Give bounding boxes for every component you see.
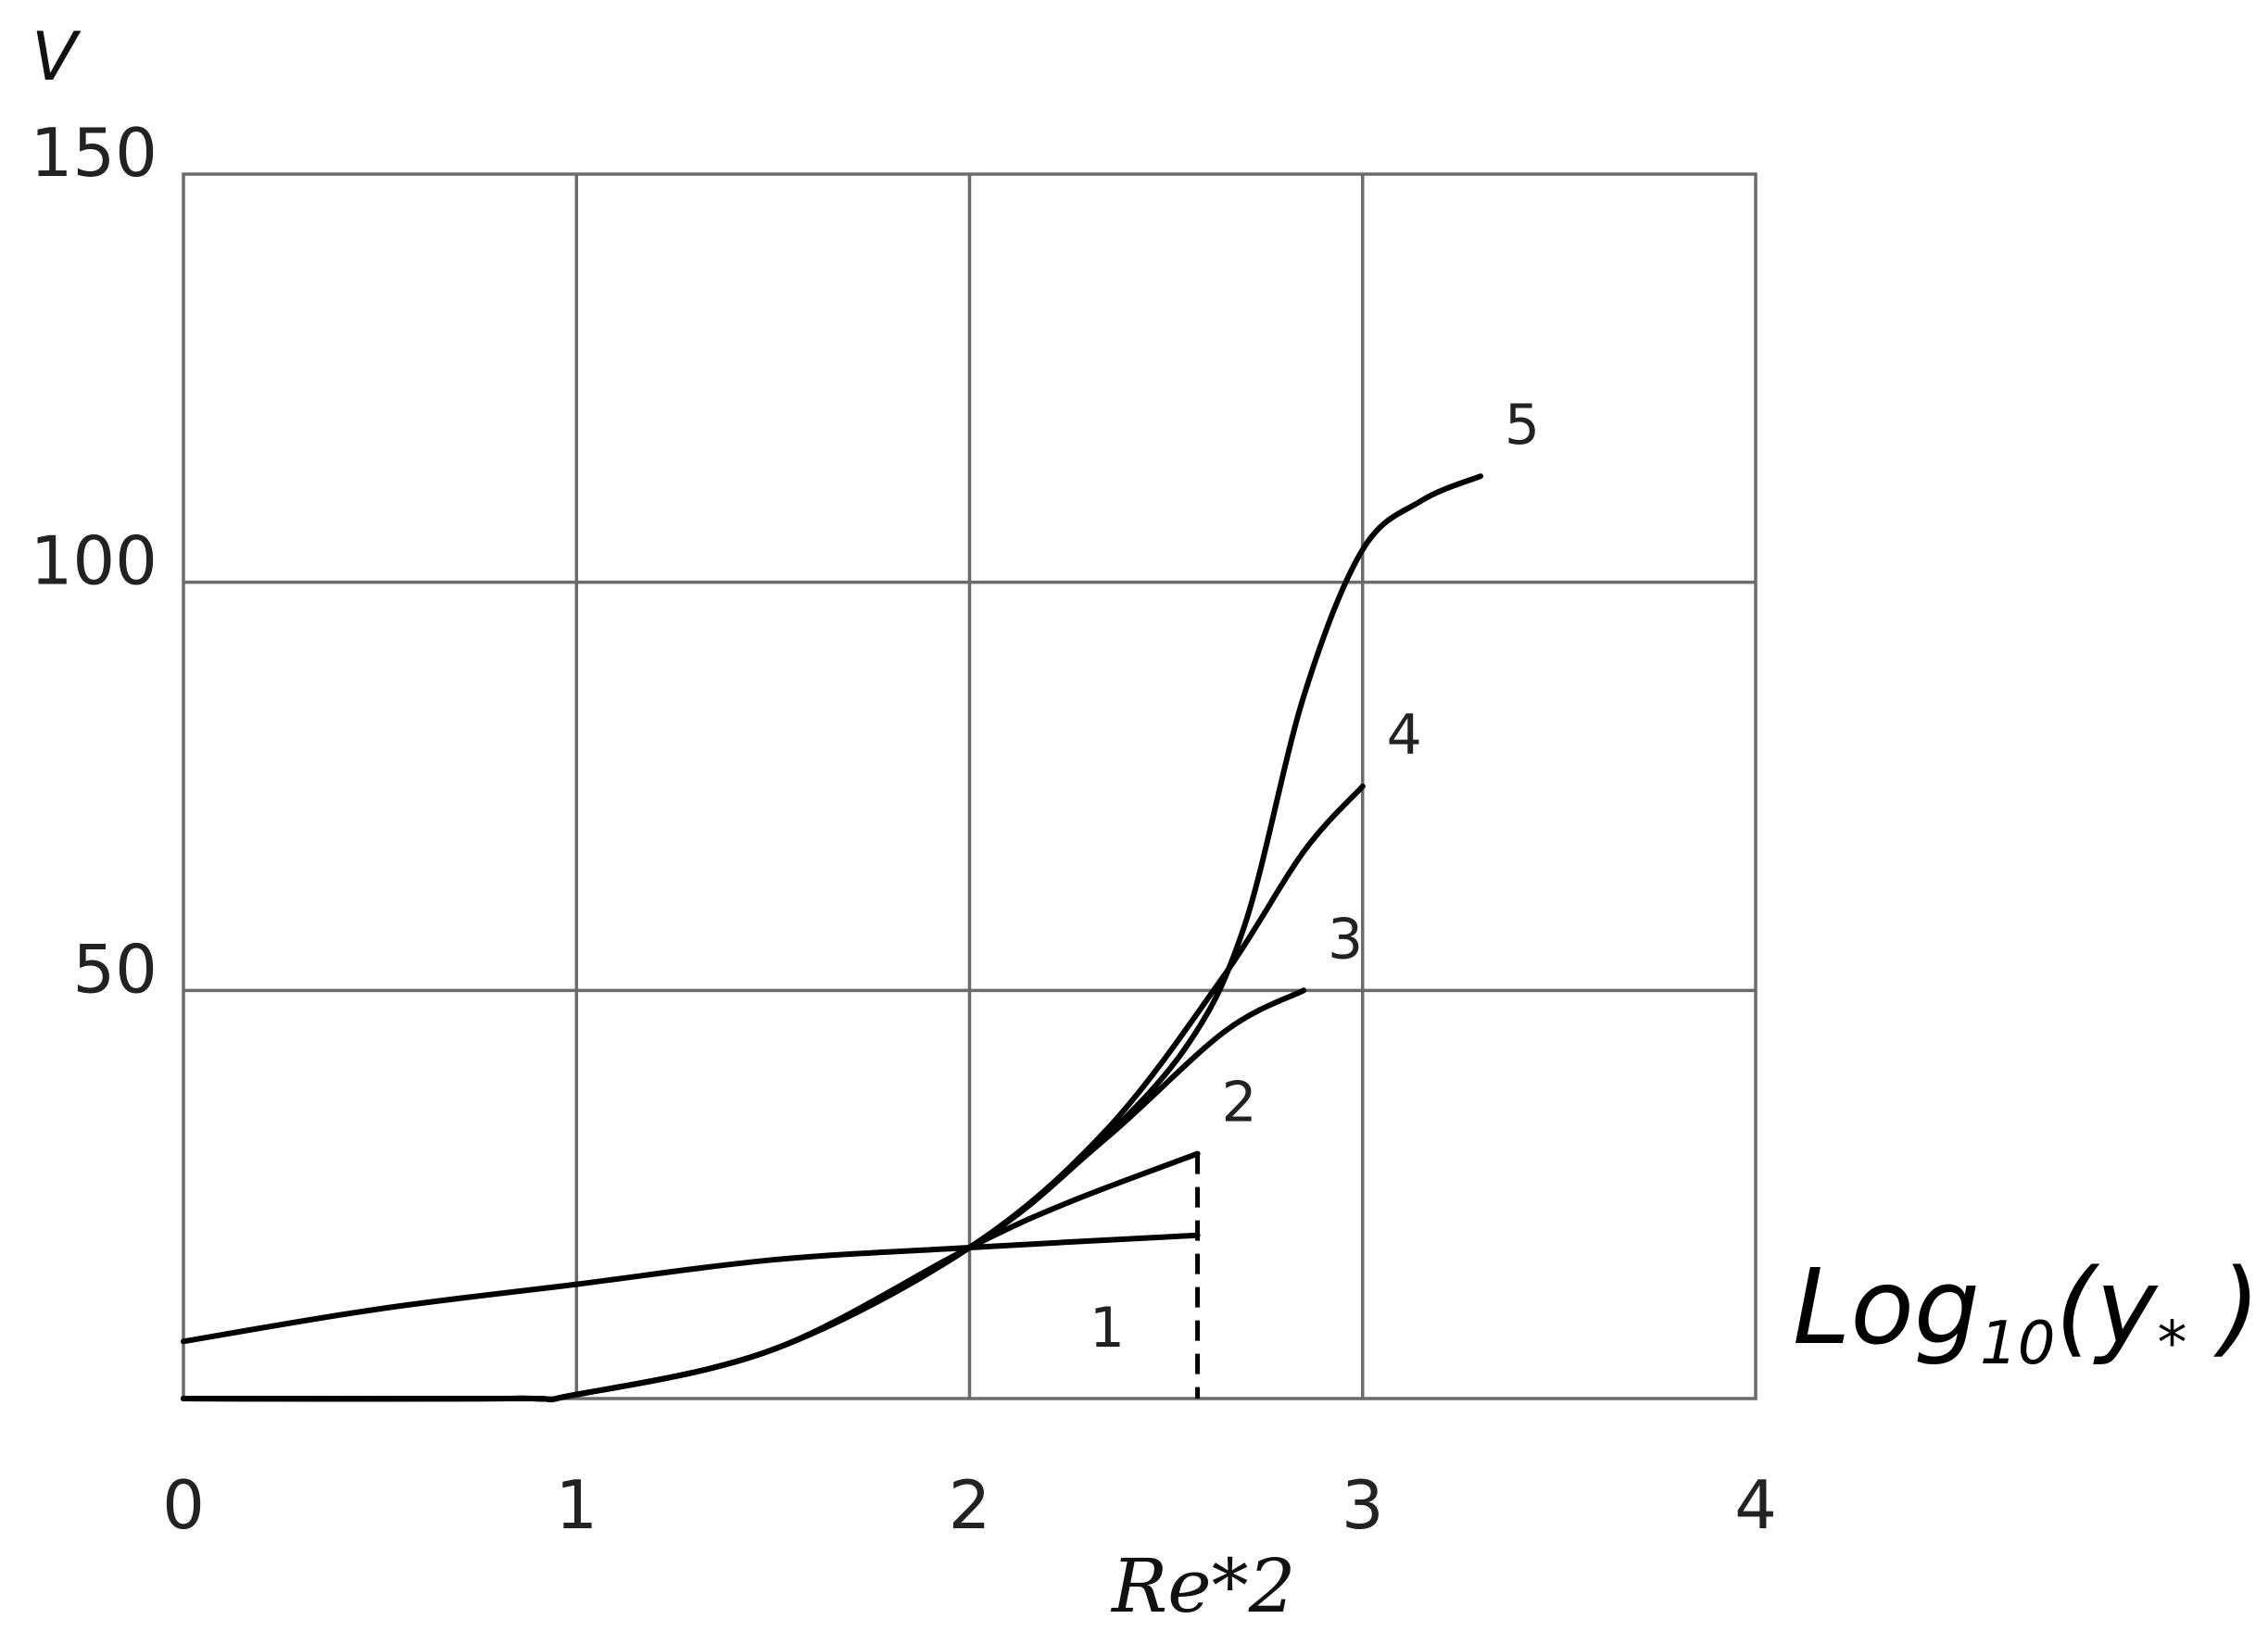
x-axis-label-close: ) bbox=[2186, 1248, 2260, 1368]
y-tick-label: 100 bbox=[31, 522, 158, 600]
series-label-3: 3 bbox=[1328, 907, 1363, 972]
series-label-2: 2 bbox=[1221, 1071, 1256, 1136]
y-axis-label: V bbox=[32, 18, 82, 95]
tick-labels: 0 1 2 3 4 50 100 150 bbox=[31, 114, 1777, 1544]
x-tick-label: 1 bbox=[555, 1466, 598, 1544]
series-label-1: 1 bbox=[1090, 1296, 1125, 1361]
x-axis-label-open: (y bbox=[2055, 1248, 2159, 1368]
y-tick-label: 50 bbox=[72, 930, 158, 1008]
series-line-5 bbox=[181, 473, 1483, 1402]
x-axis-label-base: Log bbox=[1793, 1248, 1980, 1368]
curve-labels: 1 2 3 4 5 bbox=[1090, 393, 1540, 1361]
x-tick-label: 4 bbox=[1734, 1466, 1777, 1544]
x-axis-label: Log10(y* ) bbox=[1793, 1248, 2261, 1378]
series-label-5: 5 bbox=[1505, 393, 1540, 458]
series-line-1 bbox=[181, 1232, 1201, 1345]
x-tick-label: 0 bbox=[162, 1466, 205, 1544]
y-tick-label: 150 bbox=[31, 114, 158, 192]
grid bbox=[182, 172, 1758, 1400]
x-axis-label-subscript: 10 bbox=[1980, 1310, 2055, 1378]
series-label-4: 4 bbox=[1387, 703, 1422, 768]
series-line-4 bbox=[181, 784, 1366, 1402]
x-tick-label: 2 bbox=[949, 1466, 991, 1544]
series-line-3 bbox=[181, 987, 1307, 1402]
x-tick-label: 3 bbox=[1342, 1466, 1384, 1544]
x-axis-label-star: * bbox=[2157, 1310, 2186, 1378]
curves bbox=[181, 473, 1483, 1402]
x-remark: Re*2 bbox=[1110, 1543, 1295, 1629]
